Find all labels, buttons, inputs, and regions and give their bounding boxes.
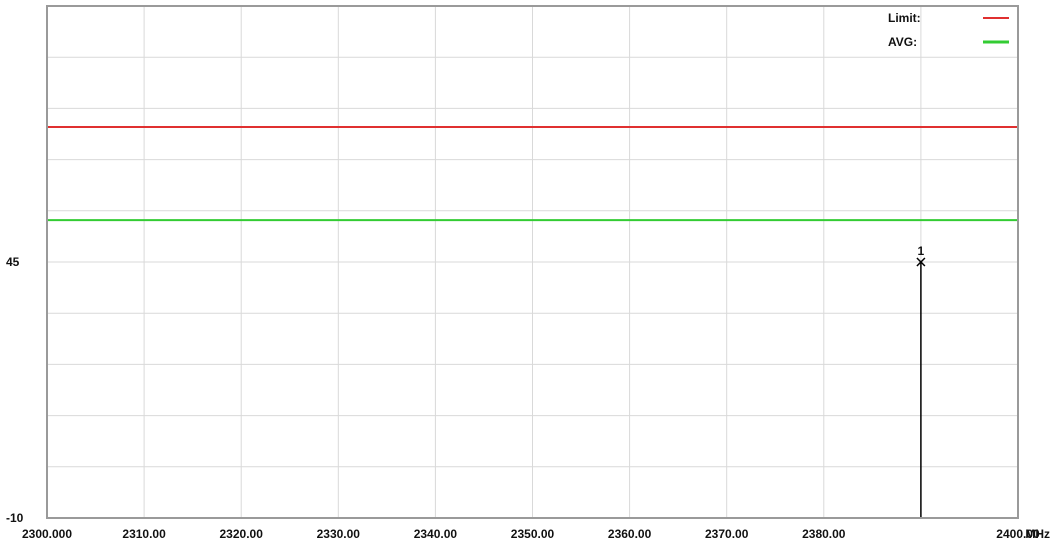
x-tick-label: 2320.00 bbox=[220, 527, 264, 541]
x-tick-label: 2350.00 bbox=[511, 527, 555, 541]
y-tick-labels: 45 -10 bbox=[6, 255, 24, 525]
x-tick-label: 2380.00 bbox=[802, 527, 846, 541]
markers: 1 bbox=[916, 244, 926, 267]
marker-label: 1 bbox=[918, 244, 925, 258]
series-lines bbox=[47, 126, 1018, 222]
x-tick-label: 2400.00 bbox=[996, 527, 1040, 541]
x-tick-label: 2340.00 bbox=[414, 527, 458, 541]
x-tick-label: 2300.000 bbox=[22, 527, 72, 541]
plot-frame bbox=[46, 5, 1019, 519]
legend-label: AVG: bbox=[888, 35, 917, 49]
legend: Limit: AVG: bbox=[888, 11, 1009, 49]
x-tick-label: 2360.00 bbox=[608, 527, 652, 541]
x-tick-labels: 2300.000 2310.00 2320.00 2330.00 2340.00 2350… bbox=[22, 527, 1040, 541]
x-tick-label: 2310.00 bbox=[122, 527, 166, 541]
marker-cross bbox=[916, 257, 926, 267]
legend-label: Limit: bbox=[888, 11, 921, 25]
y-tick-label: -10 bbox=[6, 511, 24, 525]
x-tick-label: 2330.00 bbox=[317, 527, 361, 541]
x-unit-label: MHz bbox=[1025, 527, 1050, 541]
grid bbox=[47, 6, 1018, 518]
x-tick-label: 2370.00 bbox=[705, 527, 749, 541]
y-tick-label: 45 bbox=[6, 255, 20, 269]
